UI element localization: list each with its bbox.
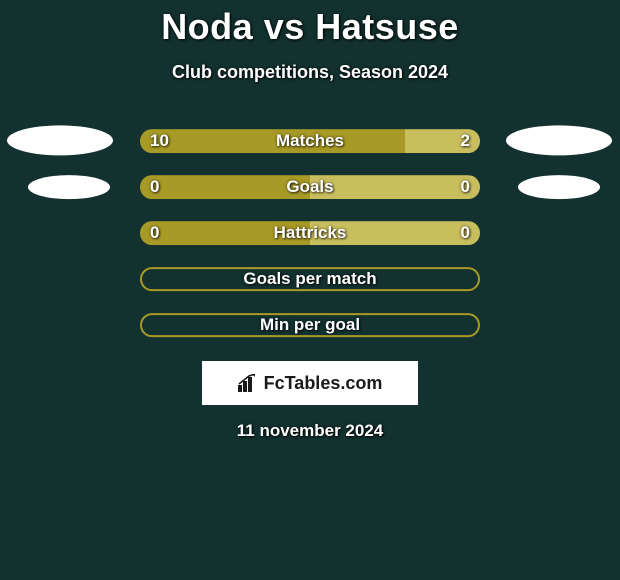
- stat-bar: Goals00: [140, 175, 480, 199]
- stat-row: Matches102: [0, 121, 620, 167]
- bar-segment-right: [310, 221, 480, 245]
- brand-text: FcTables.com: [264, 373, 383, 394]
- stat-bar: Goals per match: [140, 267, 480, 291]
- bar-segment-left: [140, 129, 405, 153]
- bar-chart-icon: [238, 374, 260, 392]
- stat-row: Hattricks00: [0, 213, 620, 259]
- player-ellipse-right: [506, 125, 612, 155]
- player-ellipse-right: [518, 175, 600, 199]
- stat-rows: Matches102 Goals00 Hattricks00 Goals per ma…: [0, 121, 620, 351]
- bar-segment-right: [310, 175, 480, 199]
- page-title: Noda vs Hatsuse: [0, 0, 620, 48]
- date-text: 11 november 2024: [0, 421, 620, 441]
- player-ellipse-left: [7, 125, 113, 155]
- stat-bar: Min per goal: [140, 313, 480, 337]
- comparison-card: Noda vs Hatsuse Club competitions, Seaso…: [0, 0, 620, 580]
- stat-row: Goals00: [0, 167, 620, 213]
- stat-bar: Matches102: [140, 129, 480, 153]
- bar-segment-left: [140, 221, 310, 245]
- bar-segment-right: [405, 129, 480, 153]
- stat-label: Min per goal: [142, 315, 478, 335]
- stat-row: Goals per match: [0, 259, 620, 305]
- bar-segment-left: [140, 175, 310, 199]
- player-ellipse-left: [28, 175, 110, 199]
- stat-label: Goals per match: [142, 269, 478, 289]
- subtitle: Club competitions, Season 2024: [0, 62, 620, 83]
- stat-row: Min per goal: [0, 305, 620, 351]
- brand-box: FcTables.com: [202, 361, 418, 405]
- stat-bar: Hattricks00: [140, 221, 480, 245]
